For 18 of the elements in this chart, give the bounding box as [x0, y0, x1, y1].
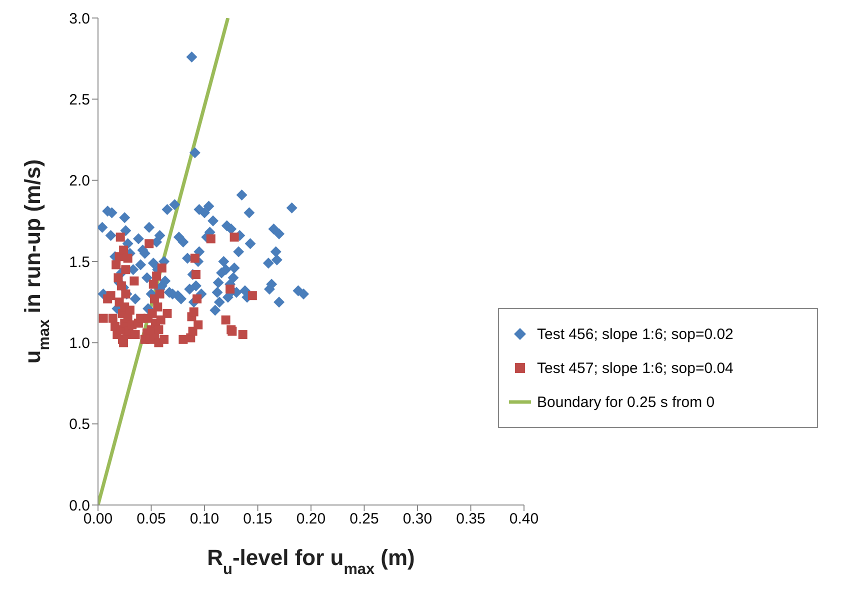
x-tick-label: 0.25 — [350, 510, 379, 528]
x-tick-label: 0.20 — [296, 510, 326, 528]
y-tick-label: 3.0 — [69, 10, 90, 28]
y-tick-label: 2.5 — [69, 91, 90, 108]
x-tick-label: 0.10 — [190, 510, 220, 528]
x-tick-label: 0.05 — [136, 510, 166, 528]
x-axis-title: R$_{u}$-level for u$_{max}$ (m) — [207, 545, 415, 578]
x-tick-label: 0.30 — [402, 510, 432, 528]
x-tick-label: 0.15 — [243, 510, 272, 528]
x-tick-label: 0.35 — [456, 510, 486, 528]
legend-label: Test 456; slope 1:6; sop=0.02 — [537, 326, 734, 342]
legend-label: Test 457; slope 1:6; sop=0.04 — [537, 360, 734, 376]
x-tick-label: 0.40 — [509, 510, 539, 528]
y-tick-label: 2.0 — [69, 172, 90, 190]
legend-label: Boundary for 0.25 s from 0 — [537, 394, 715, 410]
y-tick-label: 1.0 — [69, 334, 90, 352]
y-tick-label: 1.5 — [69, 254, 90, 271]
y-tick-label: 0.5 — [69, 416, 90, 434]
